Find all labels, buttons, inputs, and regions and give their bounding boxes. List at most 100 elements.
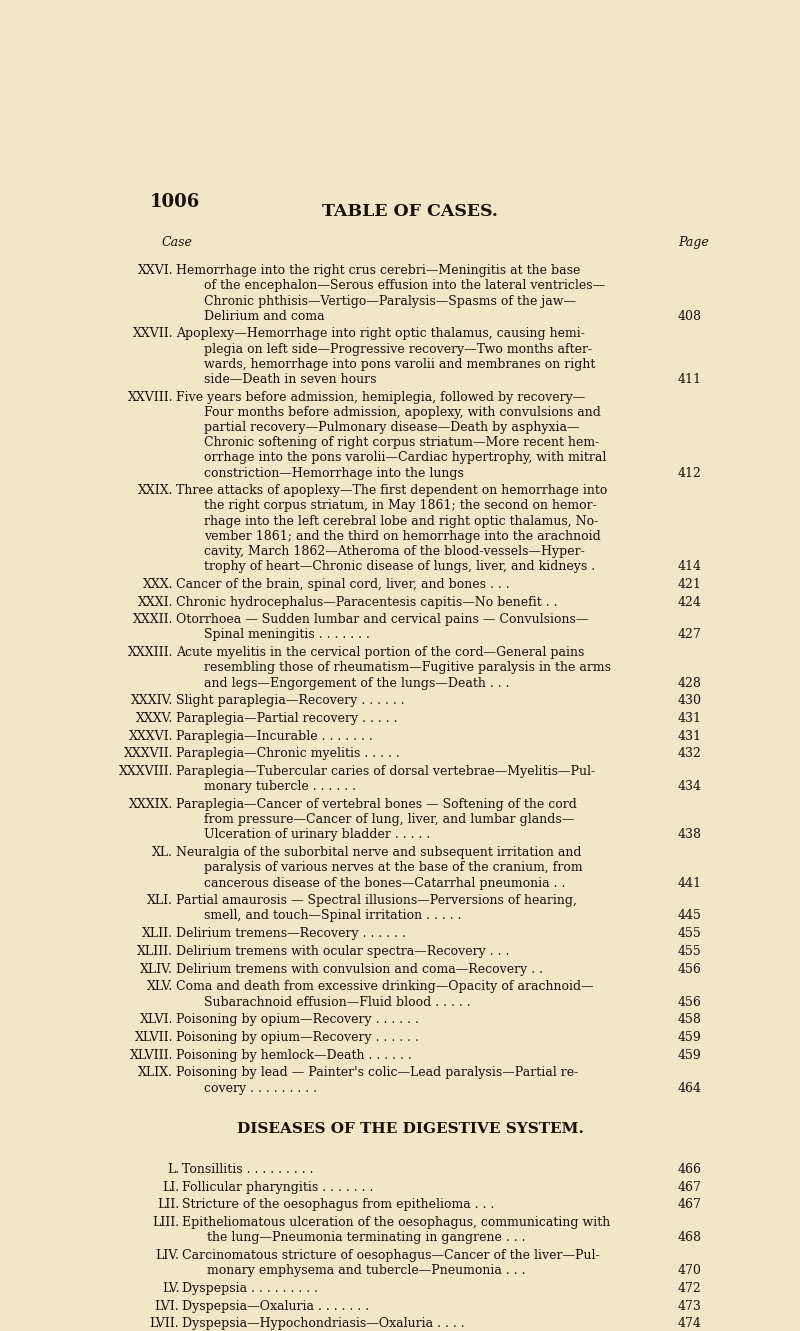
Text: XLII.: XLII. bbox=[142, 928, 173, 940]
Text: 467: 467 bbox=[678, 1198, 702, 1211]
Text: XLI.: XLI. bbox=[147, 894, 173, 908]
Text: 472: 472 bbox=[678, 1282, 702, 1295]
Text: Acute myelitis in the cervical portion of the cord—General pains: Acute myelitis in the cervical portion o… bbox=[176, 647, 584, 659]
Text: resembling those of rheumatism—Fugitive paralysis in the arms: resembling those of rheumatism—Fugitive … bbox=[204, 662, 611, 675]
Text: 414: 414 bbox=[678, 560, 702, 574]
Text: LII.: LII. bbox=[158, 1198, 179, 1211]
Text: 474: 474 bbox=[678, 1318, 702, 1330]
Text: smell, and touch—Spinal irritation . . . . .: smell, and touch—Spinal irritation . . .… bbox=[204, 909, 462, 922]
Text: Neuralgia of the suborbital nerve and subsequent irritation and: Neuralgia of the suborbital nerve and su… bbox=[176, 847, 581, 860]
Text: XXXII.: XXXII. bbox=[133, 614, 173, 627]
Text: 473: 473 bbox=[678, 1299, 702, 1312]
Text: from pressure—Cancer of lung, liver, and lumbar glands—: from pressure—Cancer of lung, liver, and… bbox=[204, 813, 574, 827]
Text: vember 1861; and the third on hemorrhage into the arachnoid: vember 1861; and the third on hemorrhage… bbox=[204, 530, 601, 543]
Text: 431: 431 bbox=[678, 712, 702, 725]
Text: 411: 411 bbox=[678, 373, 702, 386]
Text: orrhage into the pons varolii—Cardiac hypertrophy, with mitral: orrhage into the pons varolii—Cardiac hy… bbox=[204, 451, 606, 465]
Text: Hemorrhage into the right crus cerebri—Meningitis at the base: Hemorrhage into the right crus cerebri—M… bbox=[176, 265, 580, 277]
Text: Coma and death from excessive drinking—Opacity of arachnoid—: Coma and death from excessive drinking—O… bbox=[176, 981, 594, 993]
Text: 430: 430 bbox=[678, 695, 702, 707]
Text: 1006: 1006 bbox=[150, 193, 200, 210]
Text: 445: 445 bbox=[678, 909, 702, 922]
Text: 427: 427 bbox=[678, 628, 702, 642]
Text: plegia on left side—Progressive recovery—Two months after-: plegia on left side—Progressive recovery… bbox=[204, 342, 592, 355]
Text: rhage into the left cerebral lobe and right optic thalamus, No-: rhage into the left cerebral lobe and ri… bbox=[204, 515, 598, 527]
Text: XXVII.: XXVII. bbox=[133, 327, 173, 341]
Text: monary tubercle . . . . . .: monary tubercle . . . . . . bbox=[204, 780, 356, 793]
Text: Dyspepsia—Oxaluria . . . . . . .: Dyspepsia—Oxaluria . . . . . . . bbox=[182, 1299, 369, 1312]
Text: LIII.: LIII. bbox=[152, 1217, 179, 1229]
Text: 412: 412 bbox=[678, 467, 702, 479]
Text: Chronic hydrocephalus—Paracentesis capitis—No benefit . .: Chronic hydrocephalus—Paracentesis capit… bbox=[176, 595, 557, 608]
Text: Delirium tremens with convulsion and coma—Recovery . .: Delirium tremens with convulsion and com… bbox=[176, 962, 542, 976]
Text: Delirium tremens with ocular spectra—Recovery . . .: Delirium tremens with ocular spectra—Rec… bbox=[176, 945, 509, 958]
Text: Cancer of the brain, spinal cord, liver, and bones . . .: Cancer of the brain, spinal cord, liver,… bbox=[176, 578, 510, 591]
Text: XLVII.: XLVII. bbox=[134, 1032, 173, 1044]
Text: Paraplegia—Tubercular caries of dorsal vertebrae—Myelitis—Pul-: Paraplegia—Tubercular caries of dorsal v… bbox=[176, 765, 594, 779]
Text: XLVI.: XLVI. bbox=[140, 1013, 173, 1026]
Text: Five years before admission, hemiplegia, followed by recovery—: Five years before admission, hemiplegia,… bbox=[176, 391, 585, 403]
Text: Paraplegia—Chronic myelitis . . . . .: Paraplegia—Chronic myelitis . . . . . bbox=[176, 748, 399, 760]
Text: Delirium tremens—Recovery . . . . . .: Delirium tremens—Recovery . . . . . . bbox=[176, 928, 406, 940]
Text: covery . . . . . . . . .: covery . . . . . . . . . bbox=[204, 1082, 317, 1094]
Text: Chronic phthisis—Vertigo—Paralysis—Spasms of the jaw—: Chronic phthisis—Vertigo—Paralysis—Spasm… bbox=[204, 294, 576, 307]
Text: Three attacks of apoplexy—The first dependent on hemorrhage into: Three attacks of apoplexy—The first depe… bbox=[176, 484, 607, 498]
Text: 466: 466 bbox=[678, 1163, 702, 1175]
Text: Spinal meningitis . . . . . . .: Spinal meningitis . . . . . . . bbox=[204, 628, 370, 642]
Text: 421: 421 bbox=[678, 578, 702, 591]
Text: XXXIX.: XXXIX. bbox=[129, 799, 173, 811]
Text: trophy of heart—Chronic disease of lungs, liver, and kidneys .: trophy of heart—Chronic disease of lungs… bbox=[204, 560, 595, 574]
Text: XXVI.: XXVI. bbox=[138, 265, 173, 277]
Text: 438: 438 bbox=[678, 828, 702, 841]
Text: Page: Page bbox=[678, 236, 709, 249]
Text: Follicular pharyngitis . . . . . . .: Follicular pharyngitis . . . . . . . bbox=[182, 1181, 374, 1194]
Text: partial recovery—Pulmonary disease—Death by asphyxia—: partial recovery—Pulmonary disease—Death… bbox=[204, 421, 580, 434]
Text: Delirium and coma: Delirium and coma bbox=[204, 310, 325, 322]
Text: LI.: LI. bbox=[162, 1181, 179, 1194]
Text: Tonsillitis . . . . . . . . .: Tonsillitis . . . . . . . . . bbox=[182, 1163, 314, 1175]
Text: Subarachnoid effusion—Fluid blood . . . . .: Subarachnoid effusion—Fluid blood . . . … bbox=[204, 996, 470, 1009]
Text: LIV.: LIV. bbox=[155, 1248, 179, 1262]
Text: XLV.: XLV. bbox=[146, 981, 173, 993]
Text: of the encephalon—Serous effusion into the lateral ventricles—: of the encephalon—Serous effusion into t… bbox=[204, 280, 606, 293]
Text: 455: 455 bbox=[678, 928, 702, 940]
Text: 456: 456 bbox=[678, 996, 702, 1009]
Text: Case: Case bbox=[162, 236, 193, 249]
Text: Poisoning by opium—Recovery . . . . . .: Poisoning by opium—Recovery . . . . . . bbox=[176, 1013, 418, 1026]
Text: Otorrhoea — Sudden lumbar and cervical pains — Convulsions—: Otorrhoea — Sudden lumbar and cervical p… bbox=[176, 614, 588, 627]
Text: the lung—Pneumonia terminating in gangrene . . .: the lung—Pneumonia terminating in gangre… bbox=[206, 1231, 525, 1244]
Text: Dyspepsia . . . . . . . . .: Dyspepsia . . . . . . . . . bbox=[182, 1282, 318, 1295]
Text: DISEASES OF THE DIGESTIVE SYSTEM.: DISEASES OF THE DIGESTIVE SYSTEM. bbox=[237, 1122, 583, 1135]
Text: cavity, March 1862—Atheroma of the blood-vessels—Hyper-: cavity, March 1862—Atheroma of the blood… bbox=[204, 544, 585, 558]
Text: XXXVII.: XXXVII. bbox=[124, 748, 173, 760]
Text: 428: 428 bbox=[678, 676, 702, 689]
Text: 434: 434 bbox=[678, 780, 702, 793]
Text: 470: 470 bbox=[678, 1264, 702, 1278]
Text: Carcinomatous stricture of oesophagus—Cancer of the liver—Pul-: Carcinomatous stricture of oesophagus—Ca… bbox=[182, 1248, 599, 1262]
Text: Poisoning by lead — Painter's colic—Lead paralysis—Partial re-: Poisoning by lead — Painter's colic—Lead… bbox=[176, 1066, 578, 1079]
Text: 458: 458 bbox=[678, 1013, 702, 1026]
Text: side—Death in seven hours: side—Death in seven hours bbox=[204, 373, 377, 386]
Text: Apoplexy—Hemorrhage into right optic thalamus, causing hemi-: Apoplexy—Hemorrhage into right optic tha… bbox=[176, 327, 585, 341]
Text: XLIX.: XLIX. bbox=[138, 1066, 173, 1079]
Text: XLIV.: XLIV. bbox=[140, 962, 173, 976]
Text: Epitheliomatous ulceration of the oesophagus, communicating with: Epitheliomatous ulceration of the oesoph… bbox=[182, 1217, 610, 1229]
Text: monary emphysema and tubercle—Pneumonia . . .: monary emphysema and tubercle—Pneumonia … bbox=[206, 1264, 525, 1278]
Text: Chronic softening of right corpus striatum—More recent hem-: Chronic softening of right corpus striat… bbox=[204, 437, 599, 450]
Text: Four months before admission, apoplexy, with convulsions and: Four months before admission, apoplexy, … bbox=[204, 406, 601, 419]
Text: LVII.: LVII. bbox=[150, 1318, 179, 1330]
Text: 456: 456 bbox=[678, 962, 702, 976]
Text: L.: L. bbox=[167, 1163, 179, 1175]
Text: 455: 455 bbox=[678, 945, 702, 958]
Text: 467: 467 bbox=[678, 1181, 702, 1194]
Text: the right corpus striatum, in May 1861; the second on hemor-: the right corpus striatum, in May 1861; … bbox=[204, 499, 597, 512]
Text: Partial amaurosis — Spectral illusions—Perversions of hearing,: Partial amaurosis — Spectral illusions—P… bbox=[176, 894, 577, 908]
Text: 468: 468 bbox=[678, 1231, 702, 1244]
Text: 424: 424 bbox=[678, 595, 702, 608]
Text: XXXV.: XXXV. bbox=[136, 712, 173, 725]
Text: XXXIV.: XXXIV. bbox=[130, 695, 173, 707]
Text: XXX.: XXX. bbox=[142, 578, 173, 591]
Text: Dyspepsia—Hypochondriasis—Oxaluria . . . .: Dyspepsia—Hypochondriasis—Oxaluria . . .… bbox=[182, 1318, 465, 1330]
Text: 408: 408 bbox=[678, 310, 702, 322]
Text: and legs—Engorgement of the lungs—Death . . .: and legs—Engorgement of the lungs—Death … bbox=[204, 676, 510, 689]
